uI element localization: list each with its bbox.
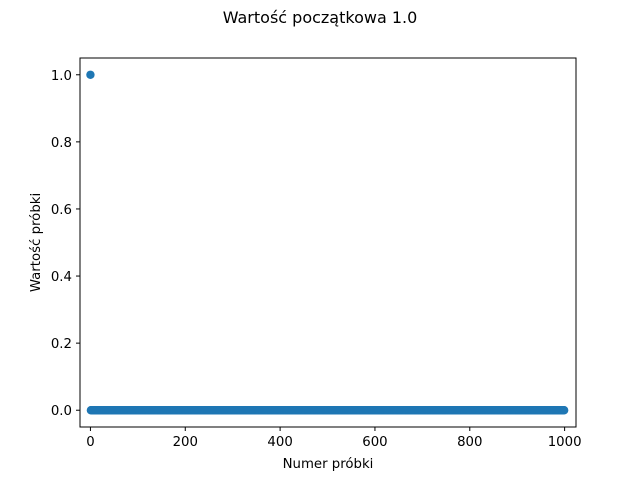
y-tick-label: 0.0 [51,404,72,419]
x-axis-label: Numer próbki [283,456,374,472]
y-axis-ticks: 0.0 0.2 0.4 0.6 0.8 1.0 [51,69,80,419]
axes-frame [79,57,577,428]
y-tick-label: 0.4 [51,270,72,285]
y-tick-label: 1.0 [51,69,72,84]
data-points [86,70,569,415]
x-tick-label: 400 [267,435,292,450]
x-tick-label: 1000 [548,435,582,450]
y-axis-label: Wartość próbki [28,193,44,292]
y-tick-label: 0.6 [51,203,72,218]
x-tick-label: 200 [173,435,198,450]
x-tick-label: 800 [457,435,482,450]
data-point [559,406,569,415]
x-tick-label: 0 [86,435,94,450]
chart-title: Wartość początkowa 1.0 [223,8,418,27]
plot-area [79,57,577,428]
y-tick-label: 0.2 [51,337,72,352]
x-tick-label: 600 [362,435,387,450]
data-point [86,70,95,79]
x-axis-ticks: 0 200 400 600 800 1000 [86,427,582,450]
y-tick-label: 0.8 [51,136,72,151]
